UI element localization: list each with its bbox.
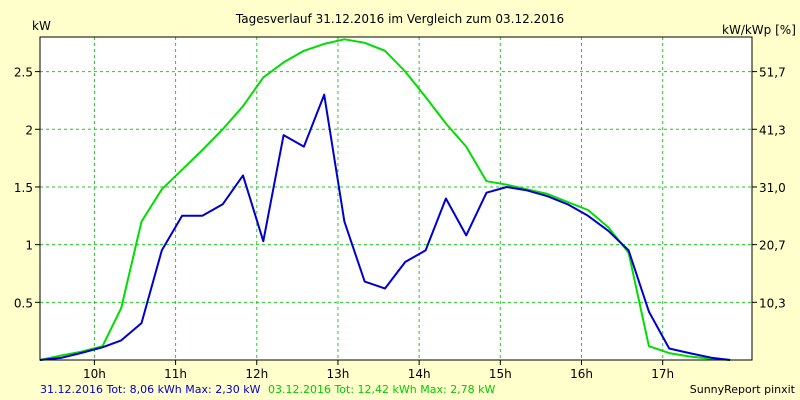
series-line-1 xyxy=(39,93,731,361)
plot-frame xyxy=(39,36,753,361)
plot-area xyxy=(40,37,752,360)
x-tick-label-4: 14h xyxy=(408,367,431,381)
x-tick-label-2: 12h xyxy=(245,367,268,381)
legend: 31.12.2016 Tot: 8,06 kWh Max: 2,30 kW 03… xyxy=(40,383,496,396)
y-tick-label-left-3: 2 xyxy=(25,123,33,137)
x-tick-label-1: 11h xyxy=(164,367,187,381)
y-tick-label-left-0: 0.5 xyxy=(14,296,33,310)
legend-series-2: 03.12.2016 Tot: 12,42 kWh Max: 2,78 kW xyxy=(268,383,496,396)
y-tick-label-left-2: 1.5 xyxy=(14,181,33,195)
series-line-2 xyxy=(39,38,731,361)
x-tick-label-7: 17h xyxy=(651,367,674,381)
x-tick-label-3: 13h xyxy=(327,367,350,381)
y-tick-label-left-1: 1 xyxy=(25,239,33,253)
y-axis-right-label: kW/kWp [%] xyxy=(722,23,796,37)
series-lines xyxy=(39,38,731,361)
y-tick-label-right-3: 41,3 xyxy=(759,123,786,137)
tick-labels: 10h 11h 12h 13h 14h 15h 16h 17h 0.5 1 1.5 2 2.5 10,3 2… xyxy=(14,66,786,381)
y-tick-label-right-1: 20,7 xyxy=(759,239,786,253)
y-tick-label-right-4: 51,7 xyxy=(759,66,786,80)
y-tick-label-right-2: 31,0 xyxy=(759,181,786,195)
chart-title: Tagesverlauf 31.12.2016 im Vergleich zum… xyxy=(235,12,564,26)
y-tick-label-right-0: 10,3 xyxy=(759,296,786,310)
y-tick-label-left-4: 2.5 xyxy=(14,66,33,80)
x-tick-label-0: 10h xyxy=(83,367,106,381)
x-tick-label-5: 15h xyxy=(489,367,512,381)
brand-credit: SunnyReport pinxit xyxy=(690,383,796,396)
y-axis-left-label: kW xyxy=(32,19,51,33)
legend-series-1: 31.12.2016 Tot: 8,06 kWh Max: 2,30 kW xyxy=(40,383,261,396)
grid-lines xyxy=(40,37,752,360)
x-tick-label-6: 16h xyxy=(570,367,593,381)
